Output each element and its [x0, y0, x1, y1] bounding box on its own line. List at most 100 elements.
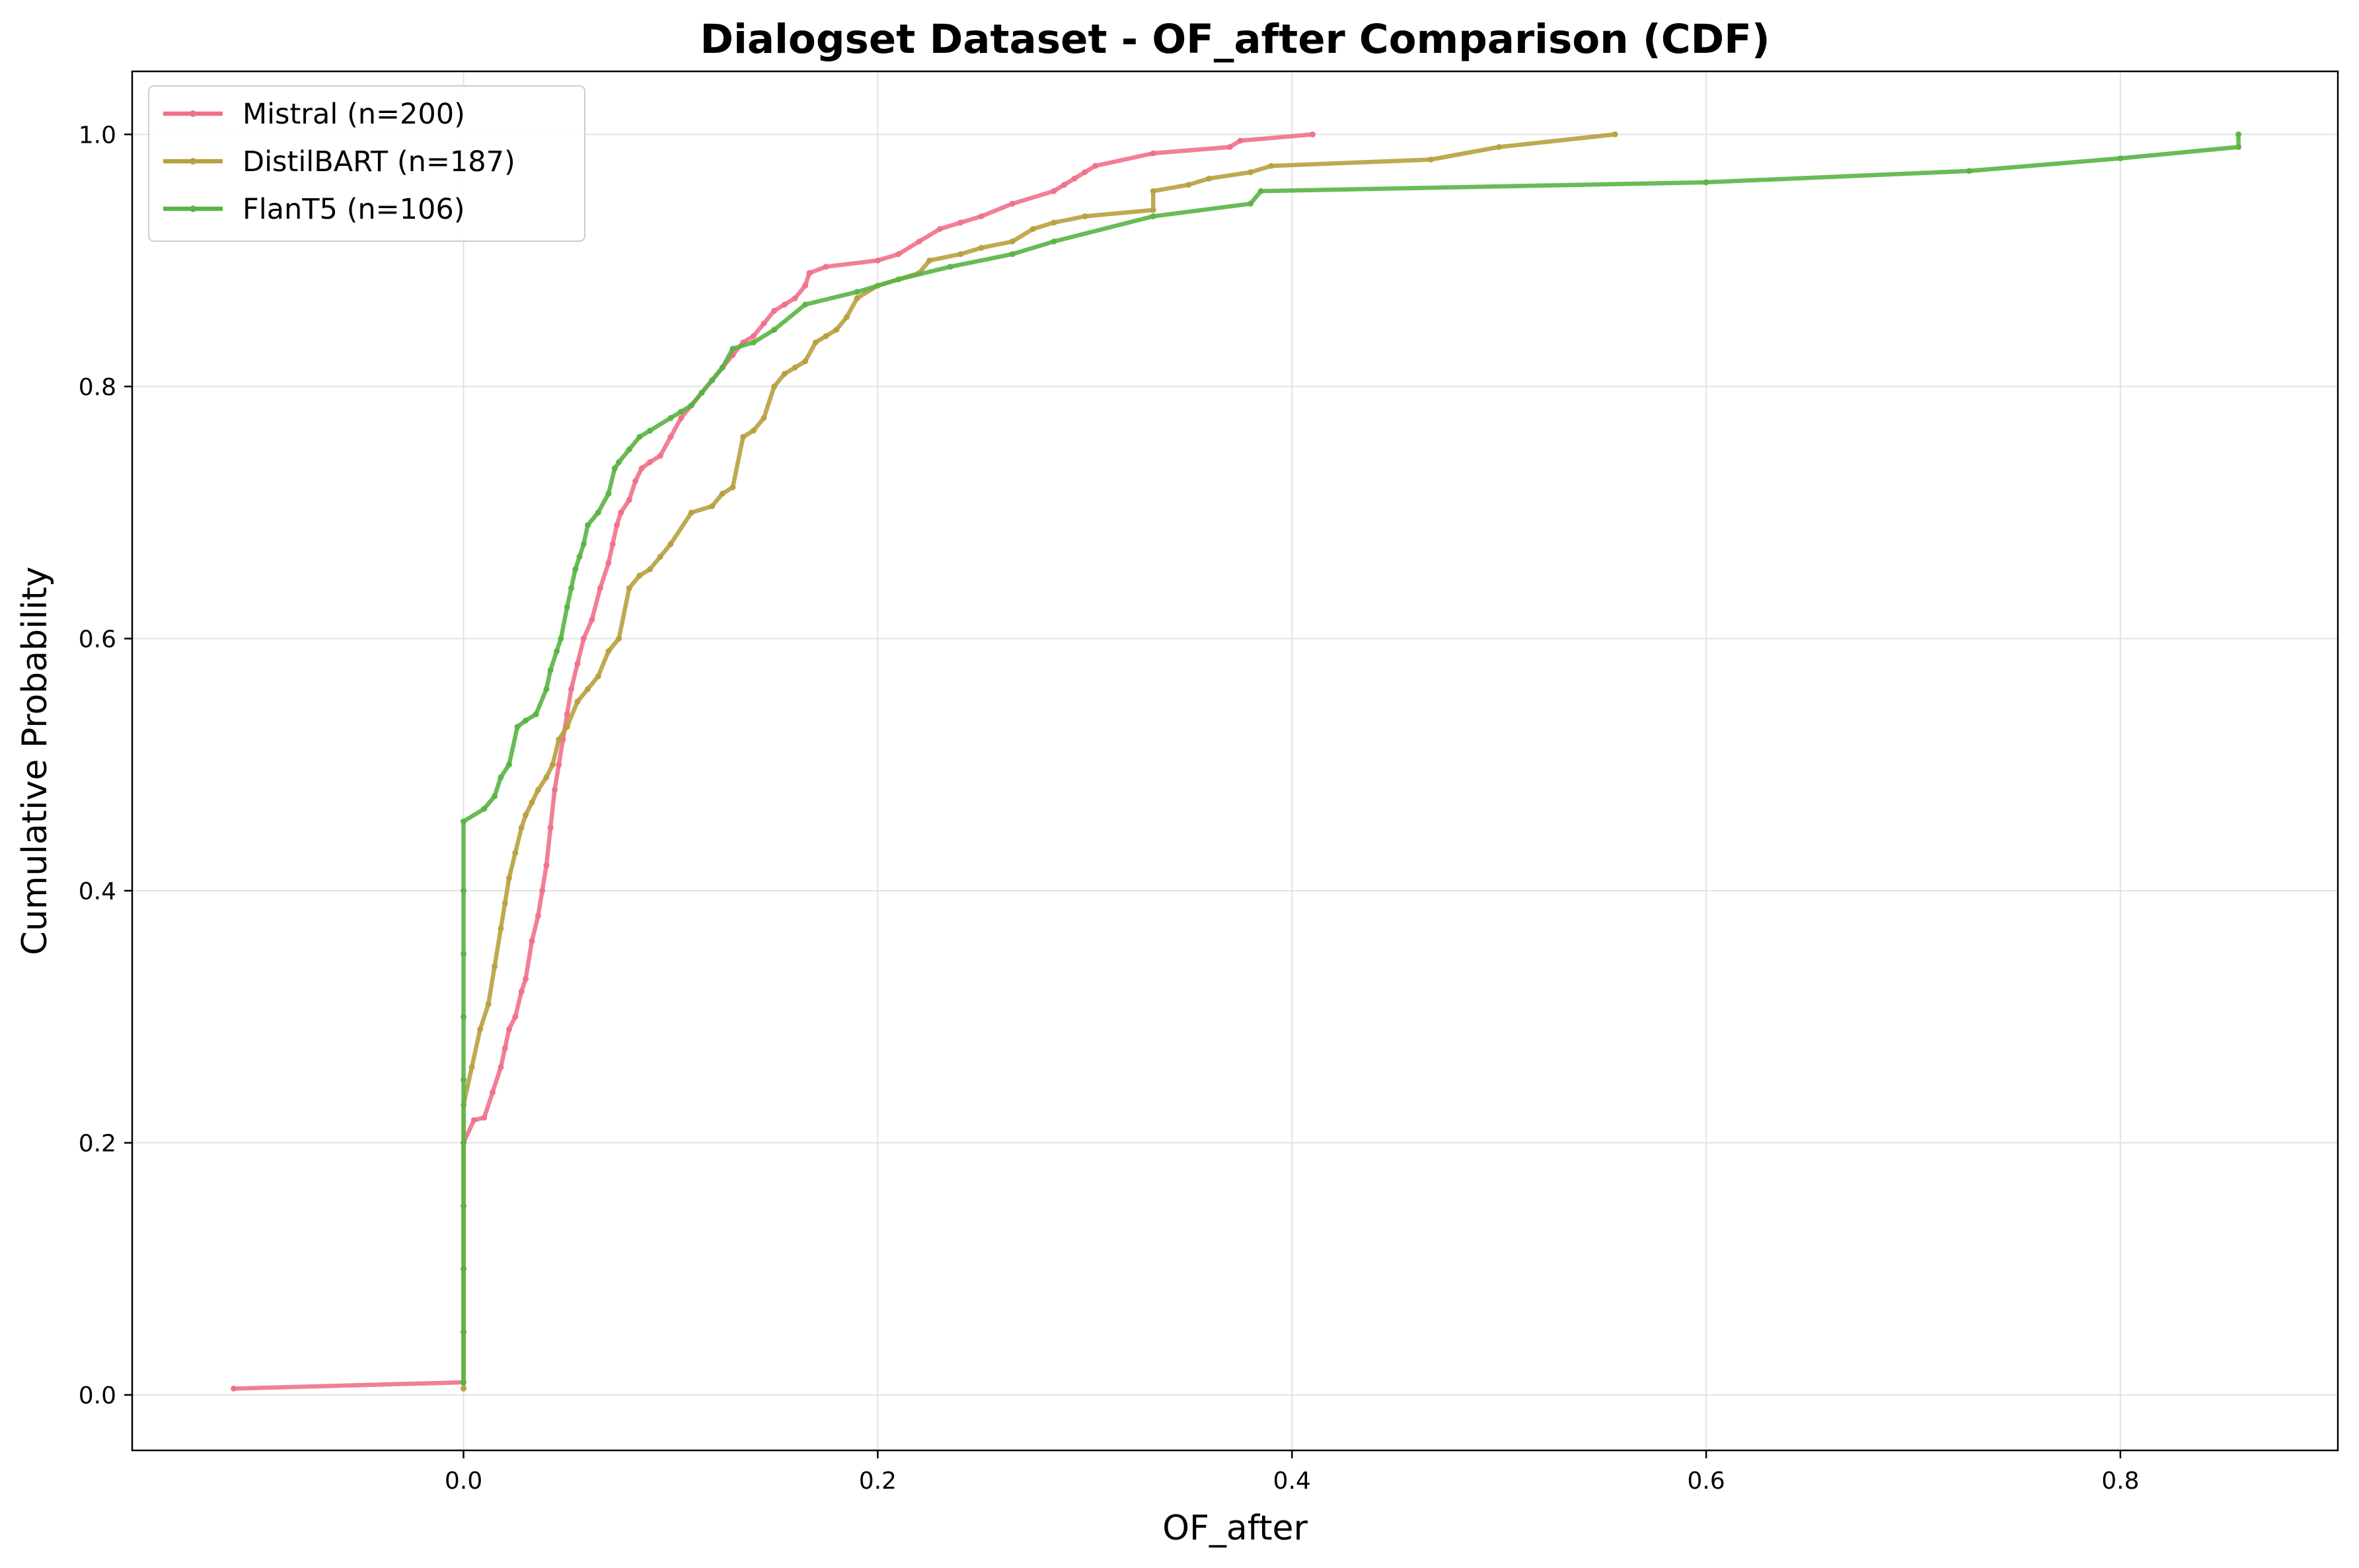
data-point: [638, 465, 645, 472]
x-tick-label: 0.2: [859, 1468, 897, 1495]
data-point: [833, 326, 840, 333]
data-point: [616, 636, 622, 642]
data-point: [636, 572, 643, 579]
data-point: [492, 793, 498, 800]
data-point: [597, 585, 603, 591]
data-point: [498, 1064, 504, 1070]
data-point: [461, 1379, 467, 1386]
data-point: [709, 503, 716, 509]
data-point: [626, 497, 632, 504]
data-point: [667, 433, 674, 440]
data-point: [626, 446, 632, 453]
data-point: [568, 585, 574, 591]
data-point: [554, 648, 560, 654]
data-point: [1257, 188, 1264, 194]
data-point: [470, 1117, 477, 1123]
data-point: [502, 900, 508, 907]
data-point: [595, 509, 601, 516]
data-point: [543, 862, 550, 869]
legend-item: FlanT5 (n=106): [163, 193, 465, 226]
data-point: [556, 736, 562, 743]
data-point: [535, 913, 541, 919]
data-point: [688, 402, 694, 408]
data-point: [947, 264, 954, 270]
data-point: [2235, 144, 2242, 150]
data-point: [657, 453, 663, 459]
data-point: [231, 1386, 237, 1392]
data-point: [895, 276, 902, 283]
data-point: [792, 295, 798, 301]
data-point: [719, 364, 726, 371]
data-point: [585, 686, 591, 692]
data-point: [895, 251, 902, 258]
data-point: [595, 673, 601, 680]
data-point: [564, 604, 570, 611]
data-point: [636, 433, 643, 440]
series-line: [461, 132, 1618, 1391]
data-point: [574, 698, 581, 705]
data-point: [916, 239, 922, 244]
data-point: [1061, 182, 1067, 188]
data-point: [506, 1026, 512, 1033]
data-point: [543, 774, 550, 780]
data-point: [874, 257, 881, 264]
data-point: [523, 812, 529, 818]
y-tick-label: 0.6: [79, 626, 116, 653]
data-point: [613, 522, 620, 529]
legend-item: Mistral (n=200): [163, 98, 465, 131]
data-point: [678, 415, 685, 422]
data-point: [523, 976, 529, 982]
data-point: [1612, 131, 1618, 137]
data-point: [647, 428, 654, 434]
y-tick-label: 1.0: [79, 122, 116, 149]
y-axis-label: Cumulative Probability: [15, 566, 55, 955]
data-point: [498, 925, 504, 932]
chart-title: Dialogset Dataset - OF_after Comparison …: [700, 16, 1770, 63]
data-point: [719, 490, 726, 497]
data-point: [572, 566, 579, 572]
data-point: [609, 541, 616, 547]
data-point: [461, 1014, 467, 1020]
data-point: [1248, 200, 1254, 207]
data-point: [585, 522, 591, 529]
data-point: [1150, 188, 1156, 194]
data-point: [564, 724, 570, 730]
data-point: [477, 1026, 484, 1033]
data-point: [512, 1014, 519, 1020]
x-axis-label: OF_after: [1162, 1509, 1308, 1548]
data-point: [492, 963, 498, 969]
data-point: [461, 887, 467, 894]
x-tick-label: 0.0: [445, 1468, 482, 1495]
data-point: [1226, 144, 1233, 150]
data-point: [1009, 251, 1016, 258]
data-point: [667, 541, 674, 547]
data-point: [1496, 144, 1503, 150]
data-point: [514, 724, 521, 730]
data-point: [771, 308, 778, 314]
data-point: [568, 686, 574, 692]
legend-label: FlanT5 (n=106): [243, 193, 465, 226]
data-point: [489, 1089, 496, 1096]
data-point: [843, 314, 850, 320]
data-point: [761, 320, 767, 326]
legend-swatch-marker: [190, 110, 196, 117]
data-point: [523, 718, 529, 724]
data-point: [1051, 219, 1057, 226]
data-point: [468, 1064, 475, 1070]
data-point: [461, 1329, 467, 1335]
data-point: [543, 686, 550, 692]
data-point: [1310, 131, 1316, 137]
data-point: [730, 346, 736, 352]
data-point: [740, 433, 747, 440]
y-tick-label: 0.0: [79, 1382, 116, 1409]
data-point: [1248, 169, 1254, 176]
data-point: [1237, 137, 1244, 144]
data-point: [1703, 179, 1709, 186]
data-point: [1051, 188, 1057, 194]
data-point: [812, 339, 819, 346]
plot-frame: [131, 70, 2339, 1452]
data-point: [618, 509, 624, 516]
data-point: [481, 805, 488, 812]
